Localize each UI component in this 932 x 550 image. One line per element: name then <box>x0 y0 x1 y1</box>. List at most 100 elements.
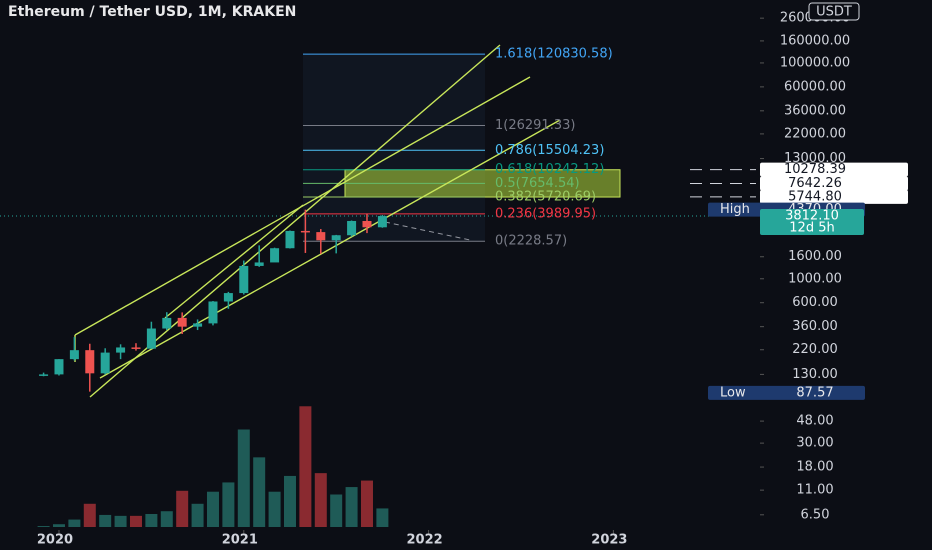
fib-label: 1(26291.33) <box>495 118 575 133</box>
volume-bar <box>52 524 65 527</box>
volume-bar <box>283 475 296 527</box>
candle-body <box>146 328 156 349</box>
last-price-badge <box>760 209 864 236</box>
y-tick-label: 220.00 <box>792 342 838 357</box>
currency-box <box>808 2 860 21</box>
volume-bar <box>145 514 158 527</box>
candle-body <box>331 235 341 241</box>
chart-title: Ethereum / Tether USD, 1M, KRAKEN <box>8 4 296 20</box>
fib-label: 1.618(120830.58) <box>495 47 613 62</box>
x-tick-label: 2023 <box>591 533 627 548</box>
fib-label: 0.786(15504.23) <box>495 143 604 158</box>
y-tick-label: 11.00 <box>796 483 833 498</box>
candle-body <box>100 352 110 374</box>
trend-line <box>99 119 561 379</box>
trend-line <box>89 44 501 398</box>
volume-bar <box>345 487 358 527</box>
candle-body <box>162 317 172 329</box>
price-badge <box>760 189 908 204</box>
volume-bar <box>114 515 127 527</box>
y-tick-label: 1600.00 <box>788 249 842 264</box>
volume-bar <box>206 491 219 527</box>
candle-body <box>377 216 387 228</box>
volume-bar <box>37 526 50 527</box>
candle-body <box>347 220 357 236</box>
candle-body <box>254 262 264 266</box>
layer-back <box>0 53 760 527</box>
y-tick-label: 160000.00 <box>780 33 850 48</box>
y-tick-label: 1000.00 <box>788 271 842 286</box>
y-tick-label: 13000.00 <box>784 151 846 166</box>
y-tick-label: 600.00 <box>792 295 838 310</box>
volume-bar <box>299 406 312 527</box>
price-badge-label: 10278.39 <box>784 162 846 177</box>
volume-bar <box>376 508 389 527</box>
trend-lines <box>74 44 561 398</box>
candle-body <box>69 350 79 360</box>
candle-body <box>177 317 187 327</box>
volume-bar <box>99 514 112 527</box>
y-tick-label: 100000.00 <box>780 55 850 70</box>
y-tick-label: 6.50 <box>801 507 830 522</box>
candle-body <box>362 220 372 228</box>
price-badge <box>760 176 908 191</box>
marker-value: 87.57 <box>796 385 833 400</box>
volume-bar <box>129 515 142 527</box>
volume-bar <box>83 503 96 527</box>
candle-body <box>39 374 49 376</box>
y-tick-label: 30.00 <box>796 436 833 451</box>
y-tick-label: 60000.00 <box>784 79 846 94</box>
volume-bar <box>253 457 266 527</box>
candle-body <box>208 301 218 324</box>
volume-bar <box>360 480 373 527</box>
volume-bar <box>314 473 327 527</box>
fib-zone <box>303 54 485 242</box>
currency: USDT <box>816 5 852 20</box>
candle-body <box>116 347 126 353</box>
y-tick-label: 22000.00 <box>784 126 846 141</box>
countdown: 12d 5h <box>789 221 834 236</box>
marker-name: High <box>720 202 750 217</box>
trend-line <box>164 204 304 319</box>
volume-bar <box>268 491 281 527</box>
candle-body <box>285 230 295 249</box>
price-badge-label: 7642.26 <box>788 176 842 191</box>
price-badge-label: 5744.80 <box>788 189 842 204</box>
x-tick-label: 2020 <box>37 533 73 548</box>
price-badge <box>760 162 908 177</box>
fib-label: 0(2228.57) <box>495 234 567 249</box>
last-price-label: 3812.10 <box>785 209 839 224</box>
volume-bar <box>160 511 173 527</box>
candle-body <box>223 293 233 302</box>
y-tick-label: 360.00 <box>792 319 838 334</box>
candle-body <box>270 248 280 263</box>
x-tick-label: 2022 <box>406 533 442 548</box>
layer-front: 1.618(120830.58) 1(26291.33) 0.786(15504.2… <box>37 0 932 550</box>
candle-body <box>85 350 95 374</box>
fib-label: 0.5(7654.54) <box>495 176 580 191</box>
candle-body <box>316 232 326 241</box>
volume-bar <box>237 429 250 527</box>
fib-label: 0.236(3989.95) <box>495 206 596 221</box>
candle-body <box>131 347 141 349</box>
fib-label: 0.618(10242.12) <box>495 162 604 177</box>
y-tick-label: 130.00 <box>792 367 838 382</box>
candle-body <box>193 323 203 327</box>
price-axis <box>760 0 932 550</box>
fib-label: 0.382(5720.69) <box>495 190 596 205</box>
volume-bar <box>222 482 235 527</box>
y-tick-label: 18.00 <box>796 460 833 475</box>
marker-name: Low <box>720 385 746 400</box>
x-tick-label: 2021 <box>222 533 258 548</box>
volume-bar <box>330 494 343 527</box>
candle-body <box>54 359 64 375</box>
candle-body <box>239 265 249 294</box>
y-tick-label: 36000.00 <box>784 103 846 118</box>
y-tick-label: 48.00 <box>796 414 833 429</box>
volume-bar <box>191 503 204 527</box>
volume-bar <box>176 490 189 527</box>
candle-body <box>300 230 310 233</box>
projection-line <box>384 221 471 241</box>
volume-bar <box>68 519 81 527</box>
